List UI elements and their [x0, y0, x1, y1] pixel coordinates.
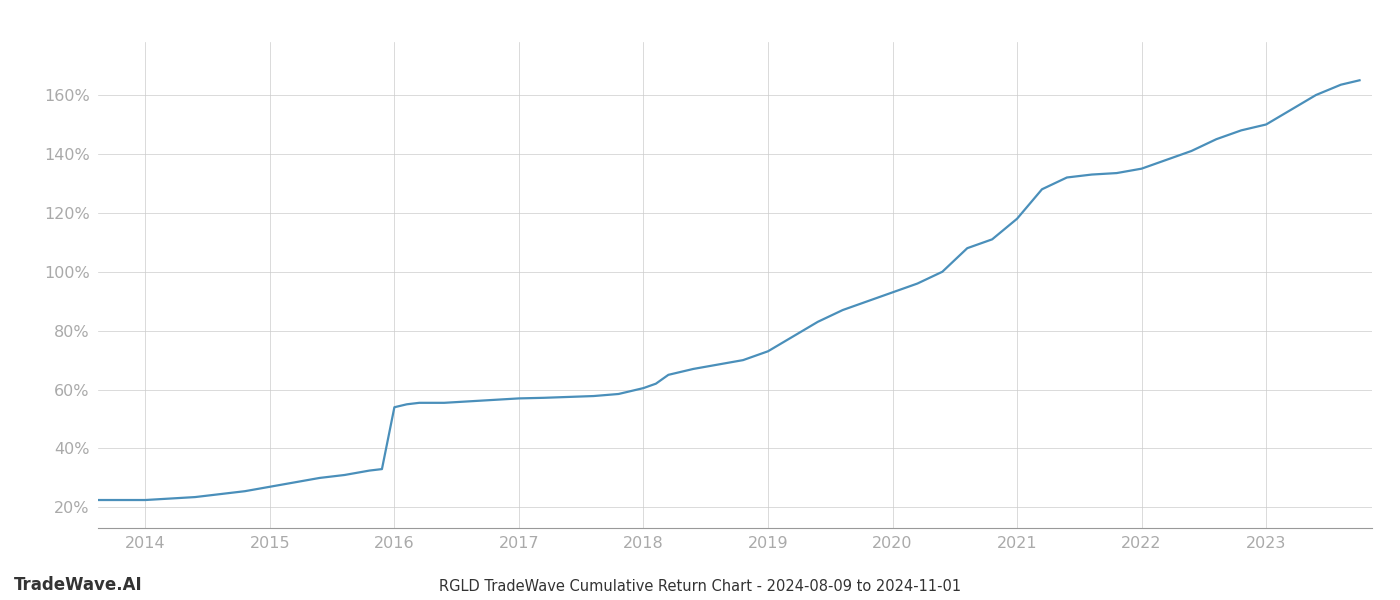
Text: RGLD TradeWave Cumulative Return Chart - 2024-08-09 to 2024-11-01: RGLD TradeWave Cumulative Return Chart -… — [440, 579, 960, 594]
Text: TradeWave.AI: TradeWave.AI — [14, 576, 143, 594]
